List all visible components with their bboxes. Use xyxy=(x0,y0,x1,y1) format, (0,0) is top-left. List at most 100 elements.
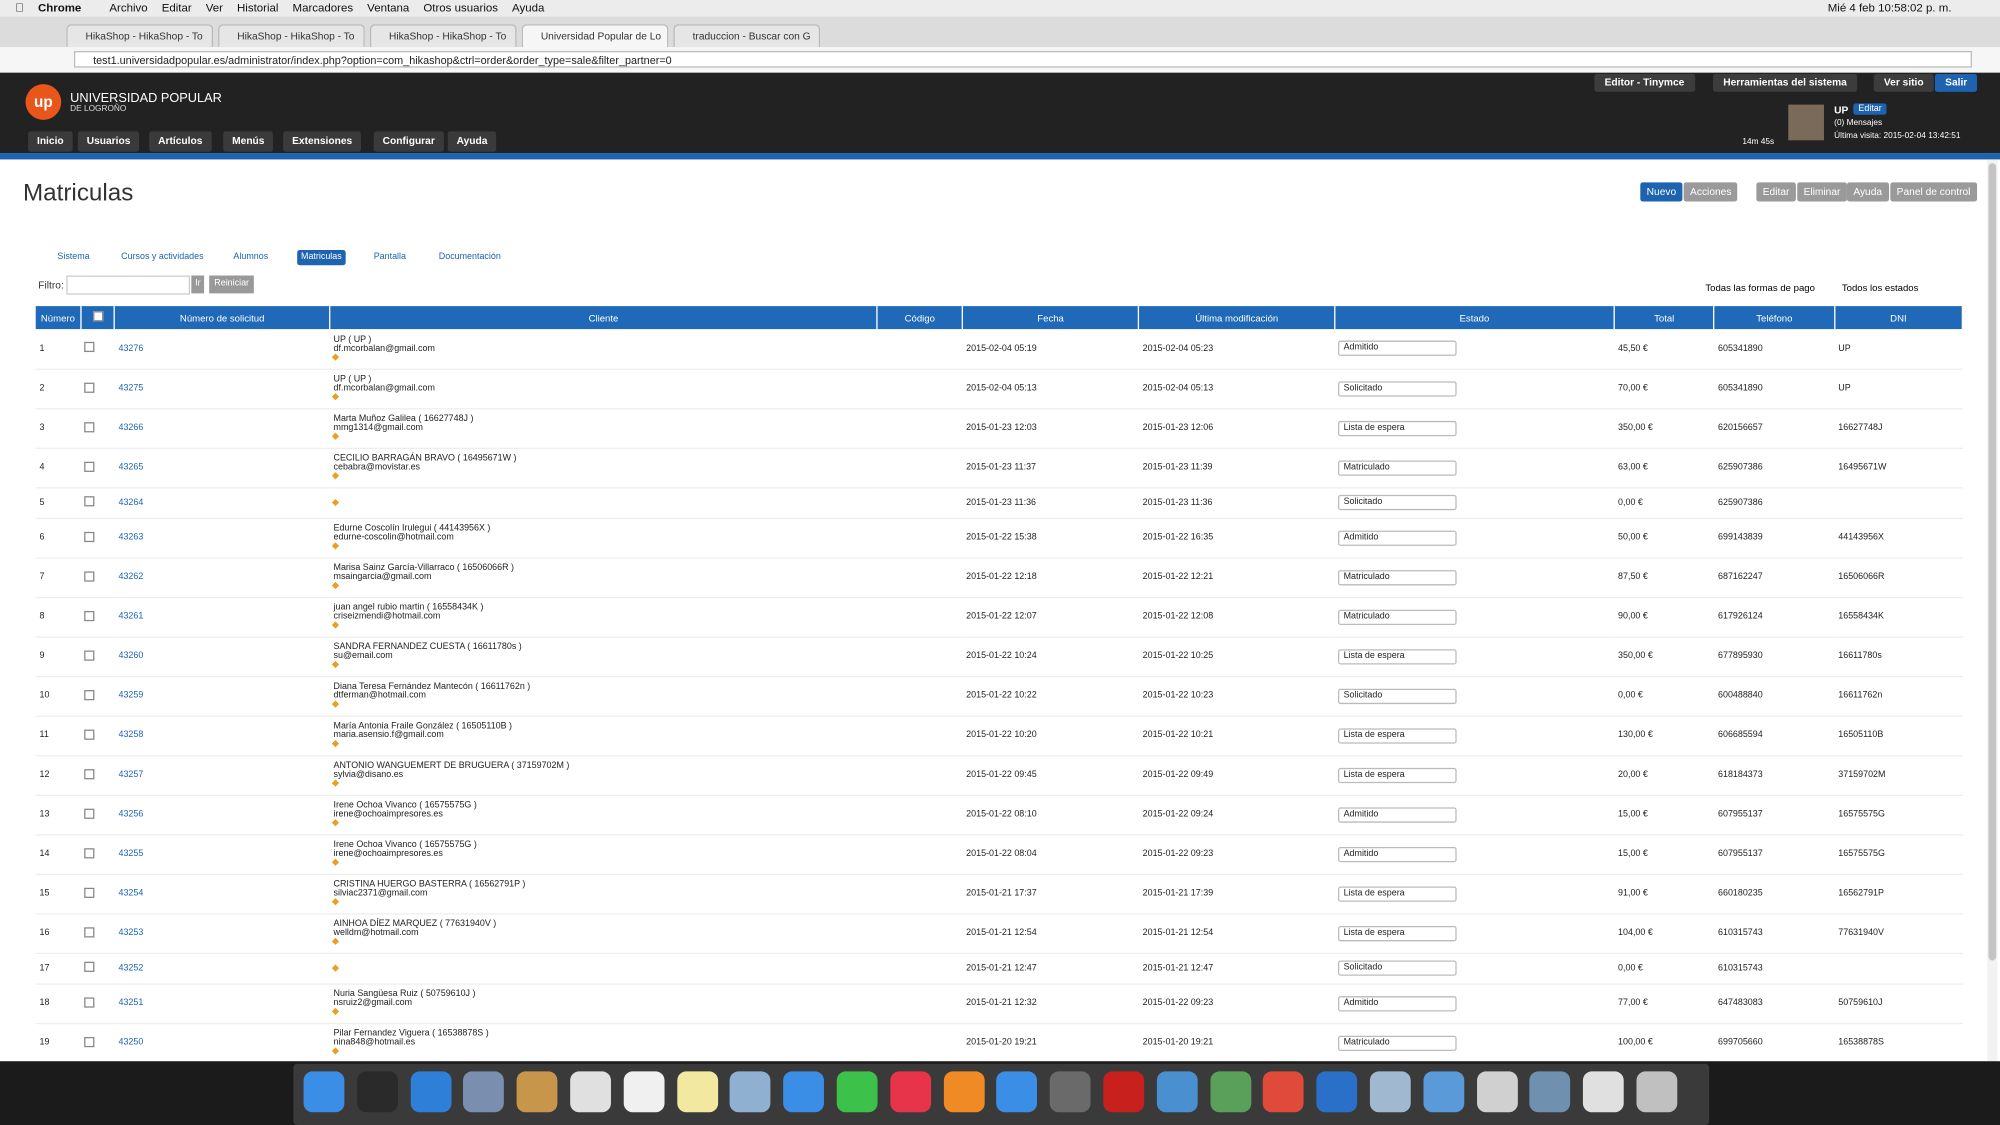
column-header[interactable]: Total xyxy=(1614,306,1715,330)
dock-icon[interactable] xyxy=(1529,1071,1571,1113)
row-checkbox[interactable] xyxy=(84,961,95,972)
row-checkbox[interactable] xyxy=(84,728,95,740)
dock-icon[interactable] xyxy=(1476,1071,1518,1113)
status-select[interactable]: Admitido xyxy=(1338,529,1458,546)
row-checkbox[interactable] xyxy=(84,570,95,581)
column-header[interactable]: Estado xyxy=(1334,306,1615,330)
column-header[interactable]: Número de solicitud xyxy=(114,306,331,330)
admin-menu-item[interactable]: Extensiones xyxy=(283,131,362,152)
order-id[interactable]: 43252 xyxy=(118,963,144,973)
edit-icon[interactable] xyxy=(332,1007,340,1016)
dock-icon[interactable] xyxy=(943,1071,985,1113)
edit-icon[interactable] xyxy=(332,898,340,906)
status-select[interactable]: Lista de espera xyxy=(1338,727,1458,743)
status-select[interactable]: Matriculado xyxy=(1338,459,1458,476)
edit-icon[interactable] xyxy=(332,353,340,361)
row-checkbox[interactable] xyxy=(84,531,95,542)
status-select[interactable]: Matriculado xyxy=(1338,569,1458,585)
order-id[interactable]: 43256 xyxy=(118,809,144,819)
status-filter[interactable]: Todos los estados xyxy=(1841,281,1919,294)
row-checkbox[interactable] xyxy=(84,768,95,779)
browser-tab[interactable]: traduccion - Buscar con G xyxy=(673,24,821,48)
toolbar-button[interactable]: Editar xyxy=(1756,182,1796,202)
toolbar-button[interactable]: Nuevo xyxy=(1640,182,1683,202)
dock-icon[interactable] xyxy=(890,1071,931,1113)
status-select[interactable]: Lista de espera xyxy=(1338,420,1458,436)
browser-tab[interactable]: HikaShop - HikaShop - To xyxy=(369,24,517,48)
filter-input[interactable] xyxy=(66,275,191,295)
admin-menu-item[interactable]: Menús xyxy=(223,131,274,152)
top-button[interactable]: Ver sitio xyxy=(1873,73,1934,92)
admin-menu-item[interactable]: Usuarios xyxy=(77,131,140,152)
status-select[interactable]: Lista de espera xyxy=(1338,767,1458,783)
toolbar-button[interactable]: Acciones xyxy=(1683,182,1738,202)
go-button[interactable]: Ir xyxy=(191,275,205,294)
admin-menu-item[interactable]: Configurar xyxy=(373,131,444,152)
dock-icon[interactable] xyxy=(1583,1071,1624,1113)
select-all[interactable] xyxy=(80,306,116,330)
dock-icon[interactable] xyxy=(1049,1071,1091,1113)
menu-item[interactable]: Otros usuarios xyxy=(414,1,498,15)
edit-icon[interactable] xyxy=(332,779,340,787)
row-checkbox[interactable] xyxy=(84,496,95,507)
edit-icon[interactable] xyxy=(332,819,340,827)
row-checkbox[interactable] xyxy=(84,847,95,858)
row-checkbox[interactable] xyxy=(84,689,95,700)
dock-icon[interactable] xyxy=(730,1071,771,1113)
top-button[interactable]: Herramientas del sistema xyxy=(1713,73,1858,92)
admin-menu-item[interactable]: Artículos xyxy=(149,131,212,152)
order-id[interactable]: 43254 xyxy=(118,889,144,898)
column-header[interactable]: Cliente xyxy=(329,306,878,330)
admin-menu-item[interactable]: Inicio xyxy=(28,131,73,152)
status-select[interactable]: Solicitado xyxy=(1338,688,1458,704)
messages[interactable]: (0) Mensajes xyxy=(1834,118,1883,128)
edit-icon[interactable] xyxy=(332,700,340,708)
status-select[interactable]: Admitido xyxy=(1338,340,1458,357)
order-id[interactable]: 43276 xyxy=(118,344,144,353)
row-checkbox[interactable] xyxy=(84,926,95,937)
dock-icon[interactable] xyxy=(1316,1071,1358,1113)
order-id[interactable]: 43262 xyxy=(118,572,144,582)
status-select[interactable]: Matriculado xyxy=(1338,1035,1458,1051)
dock-icon[interactable] xyxy=(410,1071,452,1113)
status-select[interactable]: Solicitado xyxy=(1338,380,1458,397)
dock-icon[interactable] xyxy=(1263,1071,1305,1113)
submenu-item[interactable]: Sistema xyxy=(57,252,90,262)
row-checkbox[interactable] xyxy=(84,382,95,393)
edit-icon[interactable] xyxy=(332,432,340,440)
column-header[interactable]: Fecha xyxy=(962,306,1140,330)
edit-profile[interactable]: Editar xyxy=(1853,103,1887,115)
column-header[interactable]: Código xyxy=(877,306,963,330)
browser-tab[interactable]: Universidad Popular de Lo xyxy=(521,24,669,48)
row-checkbox[interactable] xyxy=(84,996,95,1008)
edit-icon[interactable] xyxy=(332,621,340,629)
order-id[interactable]: 43264 xyxy=(118,498,144,508)
status-select[interactable]: Admitido xyxy=(1338,995,1458,1011)
dock-icon[interactable] xyxy=(676,1071,718,1113)
status-select[interactable]: Lista de espera xyxy=(1338,648,1458,664)
logo[interactable]: up xyxy=(25,84,62,120)
order-id[interactable]: 43275 xyxy=(118,383,144,393)
row-checkbox[interactable] xyxy=(84,421,95,432)
toolbar-button[interactable]: Eliminar xyxy=(1797,182,1847,202)
column-header[interactable]: DNI xyxy=(1834,306,1964,330)
row-checkbox[interactable] xyxy=(84,461,95,472)
toolbar-button[interactable]: Ayuda xyxy=(1846,182,1889,202)
admin-menu-item[interactable]: Ayuda xyxy=(447,131,497,152)
row-checkbox[interactable] xyxy=(84,610,95,621)
dock-icon[interactable] xyxy=(516,1071,558,1113)
order-id[interactable]: 43265 xyxy=(118,463,144,472)
row-checkbox[interactable] xyxy=(84,887,95,898)
dock-icon[interactable] xyxy=(1209,1071,1251,1113)
order-id[interactable]: 43258 xyxy=(118,730,144,740)
order-id[interactable]: 43253 xyxy=(118,928,144,938)
status-select[interactable]: Solicitado xyxy=(1338,960,1458,976)
edit-icon[interactable] xyxy=(332,498,340,506)
submenu-item[interactable]: Matriculas xyxy=(297,249,346,266)
dock-icon[interactable] xyxy=(463,1071,505,1113)
order-id[interactable]: 43257 xyxy=(118,770,144,780)
column-header[interactable]: Número xyxy=(35,306,82,330)
app-name[interactable]: Chrome xyxy=(29,1,81,15)
dock-icon[interactable] xyxy=(303,1071,345,1113)
edit-icon[interactable] xyxy=(332,393,340,401)
